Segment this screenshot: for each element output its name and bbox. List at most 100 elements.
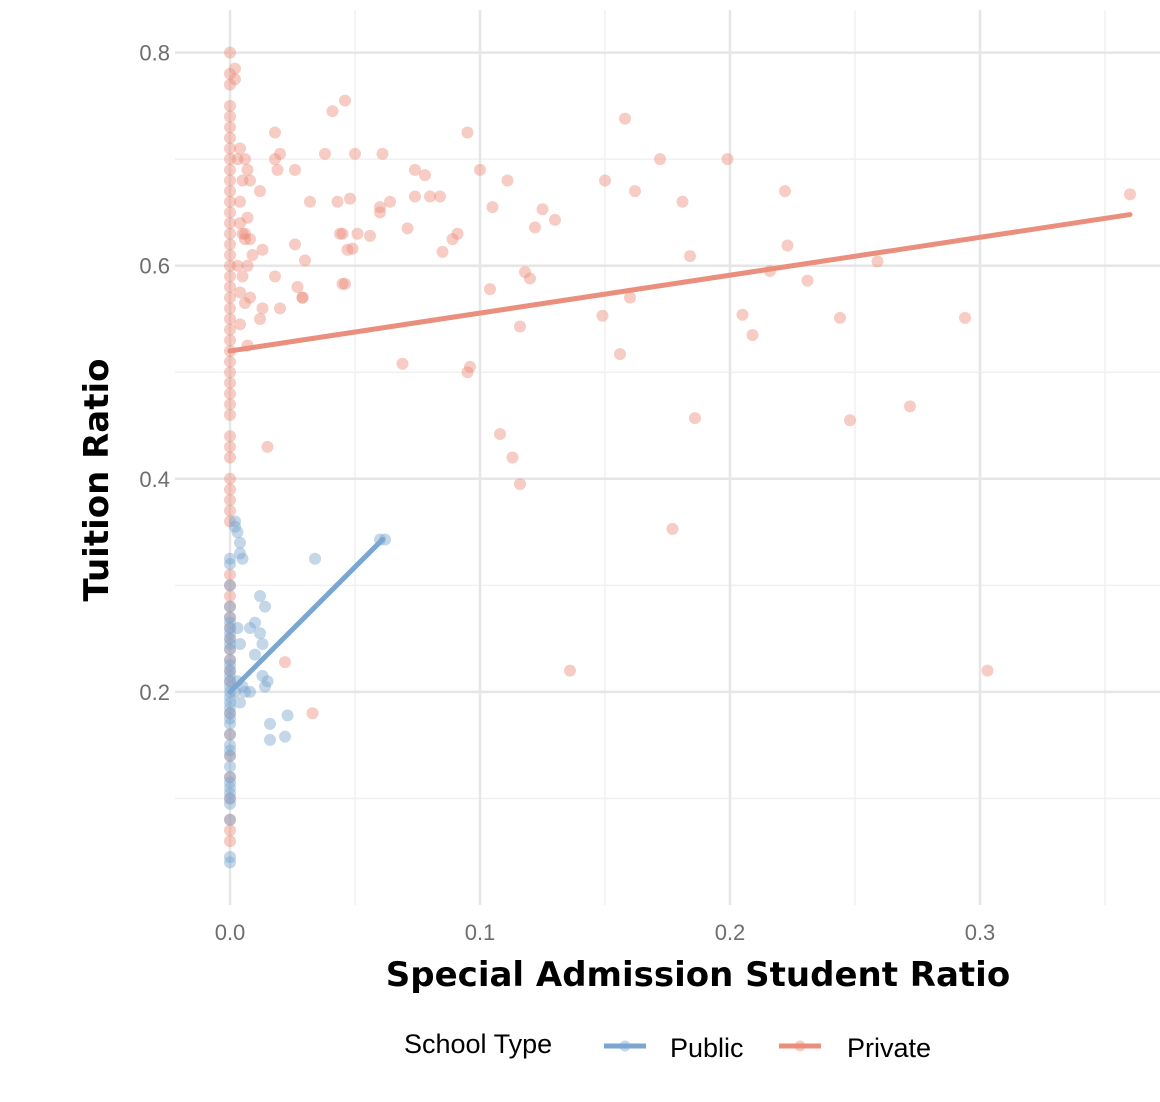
- private-point: [364, 229, 376, 242]
- public-point: [224, 717, 236, 730]
- legend-key-public-dot: [619, 1040, 631, 1052]
- private-point: [269, 126, 281, 139]
- public-point: [224, 707, 236, 720]
- public-point: [229, 520, 241, 533]
- public-point: [231, 526, 244, 539]
- private-point: [871, 255, 884, 268]
- public-point: [224, 675, 236, 688]
- x-axis-title: Special Admission Student Ratio: [386, 955, 1010, 995]
- private-point: [236, 227, 249, 240]
- private-point: [676, 195, 689, 208]
- private-point: [224, 206, 236, 219]
- public-point: [224, 749, 236, 762]
- public-point: [224, 611, 236, 624]
- public-point: [224, 781, 236, 794]
- private-point: [224, 590, 236, 603]
- private-point: [409, 190, 421, 203]
- private-point: [396, 357, 409, 370]
- y-tick-label: 0.4: [139, 467, 170, 492]
- private-point: [224, 281, 236, 294]
- public-point: [224, 771, 236, 784]
- private-point: [254, 185, 266, 198]
- public-point: [256, 669, 269, 682]
- private-point: [236, 174, 249, 187]
- private-point: [514, 320, 526, 333]
- public-point: [264, 733, 276, 746]
- private-point: [291, 281, 304, 294]
- x-tick-label: 0.0: [215, 920, 246, 945]
- private-point: [624, 291, 636, 304]
- public-point: [224, 776, 236, 789]
- trend-lines: [227, 212, 1133, 695]
- public-point: [264, 717, 276, 730]
- private-point: [451, 227, 464, 240]
- private-point: [271, 163, 284, 176]
- private-point: [331, 195, 344, 208]
- private-point: [239, 233, 251, 246]
- private-point: [224, 653, 236, 666]
- public-point: [239, 685, 251, 698]
- y-tick-label: 0.2: [139, 680, 170, 705]
- private-point: [904, 400, 916, 413]
- private-point: [519, 266, 531, 279]
- public-point: [224, 616, 236, 629]
- public-point: [234, 637, 246, 650]
- private-point: [224, 217, 236, 230]
- private-point: [424, 190, 436, 203]
- private-point: [599, 174, 611, 187]
- public-point: [224, 558, 236, 571]
- private-point: [224, 430, 236, 443]
- public-point: [224, 712, 236, 725]
- private-point: [619, 112, 631, 125]
- legend-label-public: Public: [670, 1033, 744, 1063]
- public-point: [224, 856, 236, 869]
- public-point: [224, 701, 236, 714]
- private-point: [274, 147, 286, 160]
- private-point: [224, 174, 236, 187]
- private-point: [296, 291, 309, 304]
- private-point: [376, 147, 389, 160]
- private-point: [446, 233, 459, 246]
- public-point: [224, 851, 236, 864]
- private-point: [224, 227, 236, 240]
- private-point: [224, 408, 236, 421]
- private-point: [501, 174, 514, 187]
- private-point: [261, 440, 274, 453]
- private-point: [224, 835, 236, 848]
- private-point: [781, 239, 794, 252]
- private-point: [234, 286, 246, 299]
- private-point: [224, 78, 236, 91]
- private-point: [224, 185, 236, 198]
- private-point: [596, 309, 609, 322]
- private-point: [409, 163, 421, 176]
- public-point: [224, 797, 236, 810]
- private-point: [654, 153, 666, 166]
- private-point: [384, 195, 396, 208]
- private-point: [224, 195, 236, 208]
- legend-label-private: Private: [847, 1033, 931, 1063]
- private-points: [224, 46, 1136, 848]
- private-point: [269, 270, 281, 283]
- private-point: [224, 67, 236, 80]
- private-point: [339, 277, 351, 290]
- public-point: [256, 637, 269, 650]
- private-point: [224, 749, 236, 762]
- private-point: [684, 250, 696, 263]
- x-tick-label: 0.2: [715, 920, 746, 945]
- public-point: [231, 621, 244, 634]
- private-point: [564, 664, 576, 677]
- public-point: [224, 579, 236, 592]
- y-tick-label: 0.6: [139, 254, 170, 279]
- private-point: [341, 243, 354, 256]
- private-point: [344, 192, 356, 205]
- private-point: [436, 245, 449, 258]
- public-point: [244, 621, 256, 634]
- private-point: [231, 259, 244, 272]
- public-point: [309, 552, 321, 565]
- public-point: [224, 739, 236, 752]
- private-point: [529, 221, 541, 234]
- public-point: [236, 552, 249, 565]
- private-point: [666, 522, 679, 535]
- private-point: [236, 270, 249, 283]
